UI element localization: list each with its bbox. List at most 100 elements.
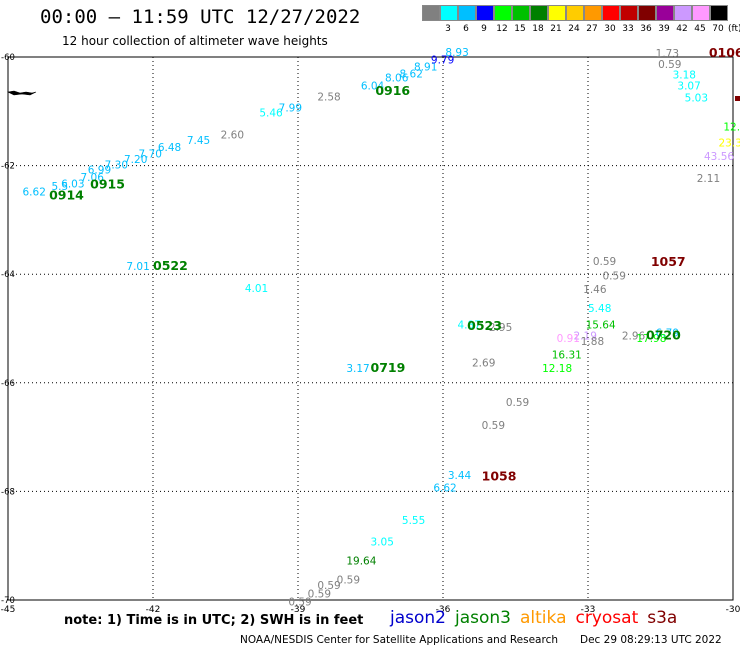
- wave-height-label: 6.62: [433, 482, 456, 494]
- wave-height-label: 43.56: [704, 151, 734, 163]
- legend-swatch: [566, 5, 584, 21]
- legend-label: 42: [676, 24, 688, 34]
- legend-swatch: [602, 5, 620, 21]
- wave-height-label: 8.91: [414, 62, 437, 74]
- wave-height-label: 0.91: [557, 333, 580, 345]
- wave-height-label: 2.60: [221, 129, 244, 141]
- wave-height-label: 2.11: [697, 173, 720, 185]
- wave-height-label: 0.59: [317, 580, 340, 592]
- legend-swatch: [656, 5, 674, 21]
- wave-height-label: 2.19: [574, 330, 597, 342]
- pass-time-label: 0719: [371, 360, 406, 375]
- legend-swatch: [440, 5, 458, 21]
- latitude-tick-label: -60: [1, 53, 15, 63]
- legend-swatch: [692, 5, 710, 21]
- latitude-tick-label: -66: [1, 379, 15, 389]
- wave-height-label: 0.59: [506, 397, 529, 409]
- wave-height-label: 7.45: [187, 135, 210, 147]
- wave-height-label: 8.93: [445, 47, 468, 59]
- wave-height-label: 16.31: [552, 349, 582, 361]
- wave-height-label: 0.59: [308, 588, 331, 600]
- pass-time-label: 0915: [90, 176, 125, 191]
- wave-height-label: 9.79: [431, 55, 454, 67]
- wave-height-label: 8.06: [385, 72, 409, 84]
- wave-height-label: 8.62: [400, 69, 423, 81]
- wave-height-label: 0.59: [593, 256, 616, 268]
- legend-swatch: [710, 5, 728, 21]
- wave-height-label: 5.03: [685, 93, 708, 105]
- legend-label: 21: [550, 24, 562, 34]
- map-frame: [7, 56, 734, 601]
- legend-label: 9: [481, 24, 487, 34]
- footer-note: note: 1) Time is in UTC; 2) SWH is in fe…: [64, 613, 364, 628]
- legend-swatch: [620, 5, 638, 21]
- legend-label: 6: [463, 24, 469, 34]
- legend-label: 36: [640, 24, 652, 34]
- wave-height-label: 7.06: [81, 172, 105, 184]
- wave-height-label: 23.3: [719, 138, 740, 150]
- wave-height-label: 6.99: [88, 165, 111, 177]
- wave-height-label: 3.18: [673, 70, 696, 82]
- wave-height-label: 0.59: [658, 59, 681, 71]
- wave-height-label: 5.46: [259, 108, 283, 120]
- wave-height-label: 0.59: [482, 420, 505, 432]
- pass-time-label: 0916: [375, 83, 410, 98]
- latitude-tick-label: -68: [1, 487, 15, 497]
- wave-height-label: 4.01: [245, 283, 268, 295]
- wave-height-label: 2.69: [472, 358, 495, 370]
- wave-height-label: 3.44: [448, 470, 472, 482]
- latitude-tick-label: -64: [1, 270, 15, 280]
- page-subtitle: 12 hour collection of altimeter wave hei…: [62, 34, 328, 48]
- pass-time-label: 0720: [646, 327, 681, 342]
- wave-height-label: 1.73: [656, 48, 679, 60]
- wave-height-label: 15.64: [586, 320, 616, 332]
- legend-swatch: [548, 5, 566, 21]
- wave-height-label: 7.01: [126, 261, 149, 273]
- satellite-legend: jason2 jason3 altika cryosat s3a: [390, 608, 686, 628]
- legend-swatch: [674, 5, 692, 21]
- longitude-tick-label: -42: [146, 605, 161, 615]
- wave-height-label: 7.20: [124, 154, 147, 166]
- longitude-tick-label: -45: [1, 605, 16, 615]
- legend-label: 27: [586, 24, 598, 34]
- pass-time-label: 0106: [709, 45, 740, 60]
- satellite-cryosat-label: cryosat: [575, 608, 639, 628]
- wave-height-label: 1.46: [583, 284, 607, 296]
- wave-height-label: 2.58: [317, 91, 340, 103]
- wave-height-label: 4.87: [458, 320, 481, 332]
- legend-label: 24: [568, 24, 580, 34]
- legend-label: 45: [694, 24, 706, 34]
- pass-time-label: 1058: [482, 469, 517, 484]
- wave-height-label: 0.59: [288, 596, 311, 608]
- satellite-s3a-label: s3a: [647, 608, 678, 628]
- legend-label: 15: [514, 24, 526, 34]
- wave-height-label: 2.96: [622, 330, 646, 342]
- legend-label: 18: [532, 24, 544, 34]
- wave-height-label: 3.05: [371, 537, 394, 549]
- wave-height-label: 7.70: [139, 148, 162, 160]
- page-title: 00:00 – 11:59 UTC 12/27/2022: [40, 6, 361, 28]
- wave-height-label: 5.55: [402, 515, 425, 527]
- longitude-tick-label: -36: [436, 605, 451, 615]
- legend-label: 3: [445, 24, 451, 34]
- pass-time-label: 0522: [153, 258, 188, 273]
- legend-label: 39: [658, 24, 670, 34]
- wave-height-label: 3.07: [677, 81, 700, 93]
- wave-height-label: 6.48: [158, 142, 181, 154]
- credit-text: NOAA/NESDIS Center for Satellite Applica…: [240, 634, 558, 646]
- latitude-tick-label: -70: [1, 596, 15, 606]
- wave-height-label: 3.17: [346, 363, 369, 375]
- legend-swatch: [512, 5, 530, 21]
- wave-height-label: 12.18: [542, 363, 572, 375]
- wave-height-label: 0.59: [337, 575, 360, 587]
- pass-time-label: 1057: [651, 254, 686, 269]
- longitude-tick-label: -33: [581, 605, 596, 615]
- pass-time-label: 0914: [49, 187, 84, 202]
- generated-timestamp: Dec 29 08:29:13 UTC 2022: [580, 634, 722, 646]
- wave-height-label: 7.99: [279, 102, 302, 114]
- legend-label: 12: [496, 24, 508, 34]
- legend-swatch: [638, 5, 656, 21]
- legend-swatch: [530, 5, 548, 21]
- legend-swatch: [476, 5, 494, 21]
